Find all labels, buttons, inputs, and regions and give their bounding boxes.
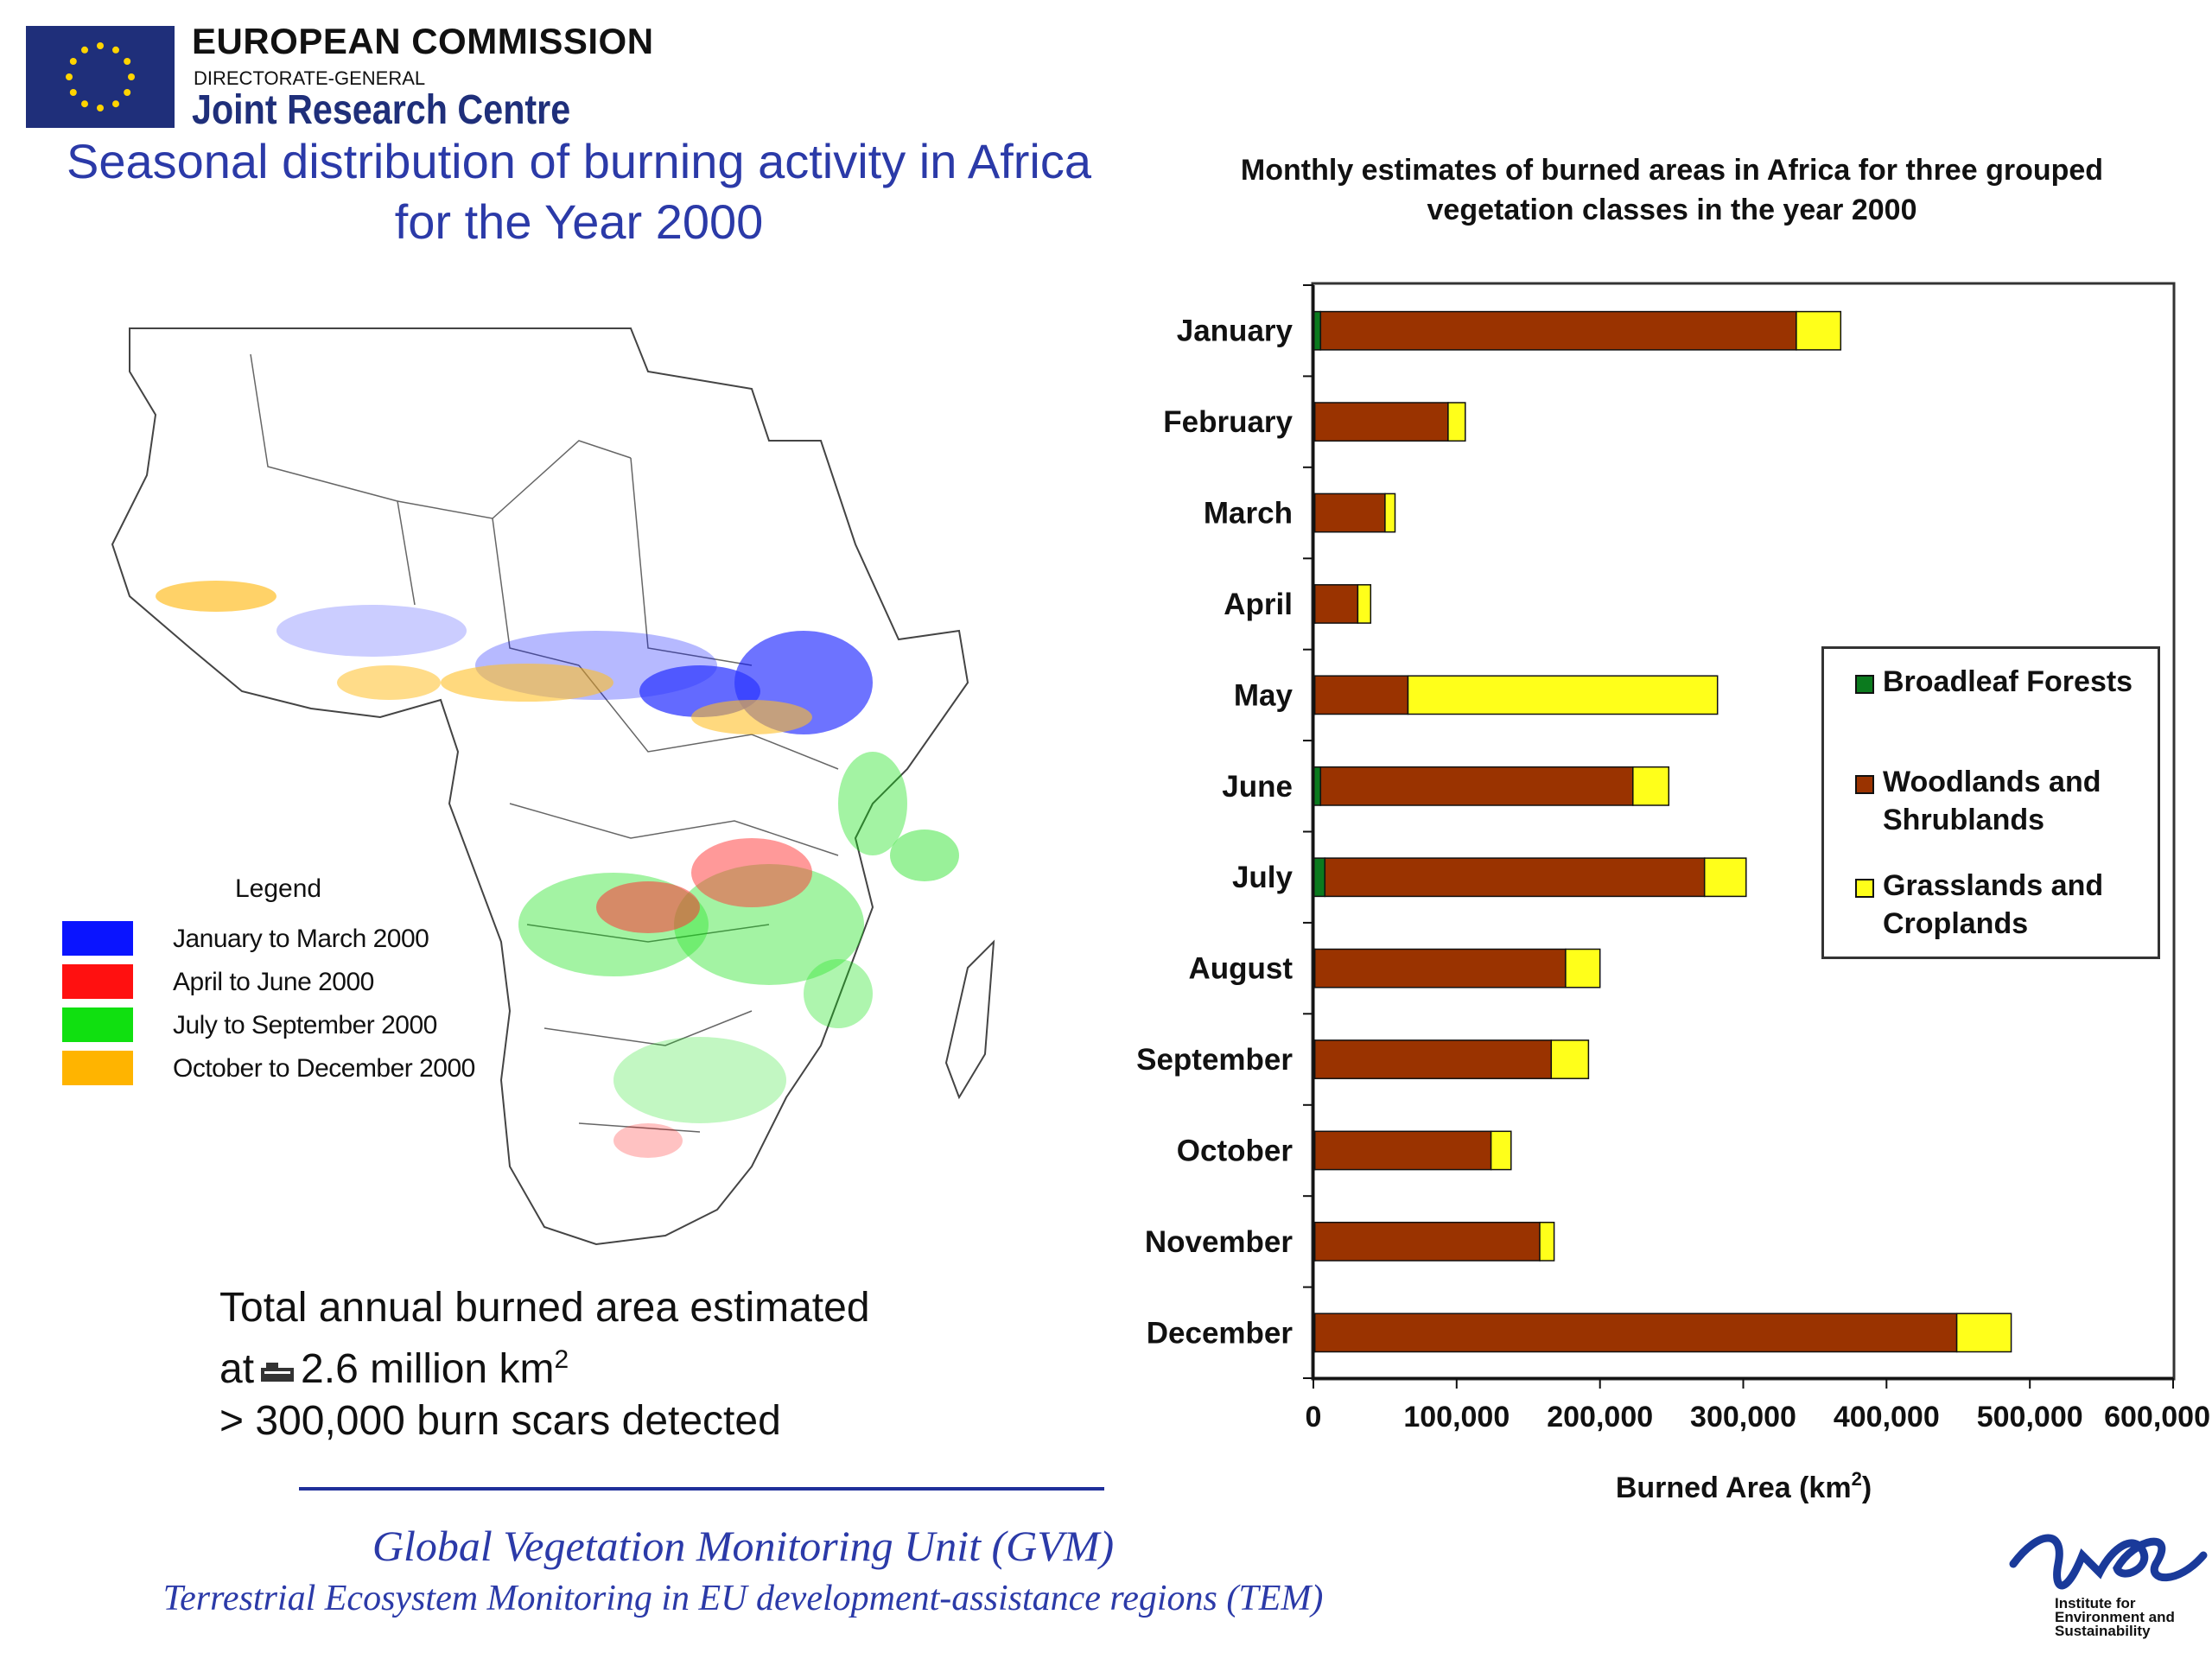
- legend-label-broadleaf: Broadleaf Forests: [1883, 663, 2133, 701]
- bar-december-grasslands: [1957, 1313, 2012, 1351]
- x-axis-title: Burned Area (km2): [1616, 1468, 1872, 1504]
- x-axis: 0 100,000 200,000 300,000 400,000 500,000 600,…: [1306, 1378, 2210, 1433]
- y-tick-label-march: March: [1204, 497, 1293, 531]
- chart-legend: Broadleaf Forests Woodlands and Shrubland…: [1821, 646, 2160, 959]
- footer-divider: [299, 1487, 1104, 1491]
- bar-september-grasslands: [1551, 1040, 1588, 1078]
- bar-february-woodlands: [1315, 403, 1448, 441]
- bar-may-grasslands: [1408, 676, 1718, 714]
- y-tick-label-june: June: [1222, 770, 1293, 804]
- legend-label-grasslands-line-2: Croplands: [1883, 905, 2103, 943]
- bar-november-grasslands: [1540, 1223, 1554, 1261]
- legend-swatch-grasslands: [1855, 879, 1874, 898]
- legend-swatch-broadleaf: [1855, 675, 1874, 694]
- bar-april-woodlands: [1315, 585, 1358, 623]
- bar-november-woodlands: [1315, 1223, 1540, 1261]
- bar-june-grasslands: [1633, 767, 1669, 805]
- bar-october-grasslands: [1491, 1131, 1511, 1169]
- legend-label-woodlands: Woodlands and Shrublands: [1883, 763, 2101, 839]
- y-tick-label-january: January: [1177, 315, 1294, 348]
- bar-february-grasslands: [1448, 403, 1465, 441]
- legend-label-woodlands-line-1: Woodlands and: [1883, 763, 2101, 801]
- bar-march-grasslands: [1385, 493, 1395, 531]
- bar-july-woodlands: [1325, 858, 1705, 896]
- footer-program-name: Terrestrial Ecosystem Monitoring in EU d…: [0, 1578, 1486, 1619]
- x-tick-label: 500,000: [1977, 1401, 2083, 1433]
- y-tick-label-october: October: [1177, 1135, 1294, 1168]
- y-tick-label-december: December: [1147, 1316, 1294, 1350]
- x-tick-label: 400,000: [1834, 1401, 1940, 1433]
- x-tick-label: 300,000: [1690, 1401, 1796, 1433]
- y-tick-label-september: September: [1136, 1043, 1293, 1077]
- x-tick-label: 600,000: [2104, 1401, 2210, 1433]
- y-tick-label-july: July: [1232, 861, 1294, 894]
- x-tick-label: 100,000: [1403, 1401, 1510, 1433]
- y-tick-label-august: August: [1188, 952, 1293, 986]
- x-axis-title-end: ): [1862, 1471, 1872, 1504]
- legend-label-grasslands: Grasslands and Croplands: [1883, 867, 2103, 943]
- bar-october-woodlands: [1315, 1131, 1491, 1169]
- bar-april-grasslands: [1357, 585, 1370, 623]
- bar-september-woodlands: [1315, 1040, 1552, 1078]
- bar-january-grasslands: [1796, 312, 1840, 350]
- legend-label-broadleaf-line-1: Broadleaf Forests: [1883, 663, 2133, 701]
- y-axis: January February March April May June July Augu…: [1136, 285, 1313, 1378]
- x-tick-label: 0: [1306, 1401, 1322, 1433]
- legend-swatch-woodlands: [1855, 775, 1874, 794]
- ies-caption-line-3: Sustainability: [2055, 1624, 2175, 1638]
- bar-december-woodlands: [1315, 1313, 1957, 1351]
- bar-may-woodlands: [1315, 676, 1408, 714]
- bar-july-grasslands: [1705, 858, 1746, 896]
- bar-march-woodlands: [1315, 493, 1385, 531]
- footer-unit-name: Global Vegetation Monitoring Unit (GVM): [0, 1521, 1486, 1571]
- x-axis-title-main: Burned Area (km: [1616, 1471, 1852, 1504]
- legend-label-grasslands-line-1: Grasslands and: [1883, 867, 2103, 905]
- x-tick-label: 200,000: [1547, 1401, 1653, 1433]
- y-tick-label-may: May: [1234, 678, 1294, 712]
- y-tick-label-february: February: [1163, 405, 1293, 439]
- ies-caption: Institute for Environment and Sustainabi…: [2055, 1597, 2175, 1638]
- bar-august-grasslands: [1566, 950, 1600, 988]
- x-axis-title-sup: 2: [1852, 1468, 1862, 1490]
- y-tick-label-november: November: [1145, 1225, 1294, 1259]
- legend-label-woodlands-line-2: Shrublands: [1883, 801, 2101, 839]
- bar-august-woodlands: [1315, 950, 1566, 988]
- bar-july-broadleaf: [1313, 858, 1325, 896]
- y-tick-label-april: April: [1224, 588, 1293, 621]
- bar-january-woodlands: [1320, 312, 1796, 350]
- bar-june-woodlands: [1320, 767, 1633, 805]
